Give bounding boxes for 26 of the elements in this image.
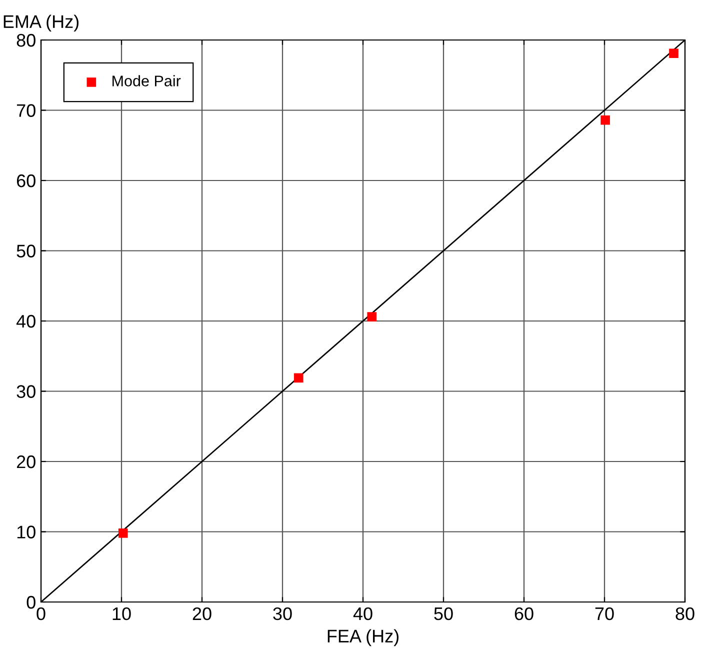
- x-tick-label: 0: [36, 607, 46, 620]
- y-tick-label: 20: [16, 455, 36, 468]
- y-tick-label: 70: [16, 104, 36, 117]
- y-tick-label: 50: [16, 244, 36, 258]
- y-tick-label: 80: [16, 34, 36, 47]
- x-tick-label: 60: [514, 607, 534, 620]
- x-tick-label: 20: [192, 607, 212, 620]
- legend-label: Mode Pair: [112, 75, 181, 86]
- x-tick-label: 40: [353, 607, 372, 620]
- y-tick-label: 40: [16, 314, 36, 328]
- x-tick-label: 30: [273, 607, 292, 620]
- y-tick-label: 0: [26, 596, 36, 609]
- x-tick-label: 80: [676, 607, 694, 620]
- y-axis-title: EMA (Hz): [4, 14, 78, 32]
- x-tick-label: 70: [595, 607, 614, 620]
- y-tick-label: 60: [16, 174, 36, 188]
- point: [118, 528, 128, 538]
- point: [669, 48, 678, 58]
- x-tick-label: 10: [112, 607, 131, 620]
- x-tick-label: 50: [434, 607, 453, 620]
- point: [600, 115, 610, 125]
- y-tick-label: 10: [17, 526, 36, 538]
- point: [294, 373, 304, 383]
- y-tick-label: 30: [16, 385, 36, 398]
- x-axis-title: FEA (Hz): [328, 629, 398, 646]
- point: [367, 312, 377, 322]
